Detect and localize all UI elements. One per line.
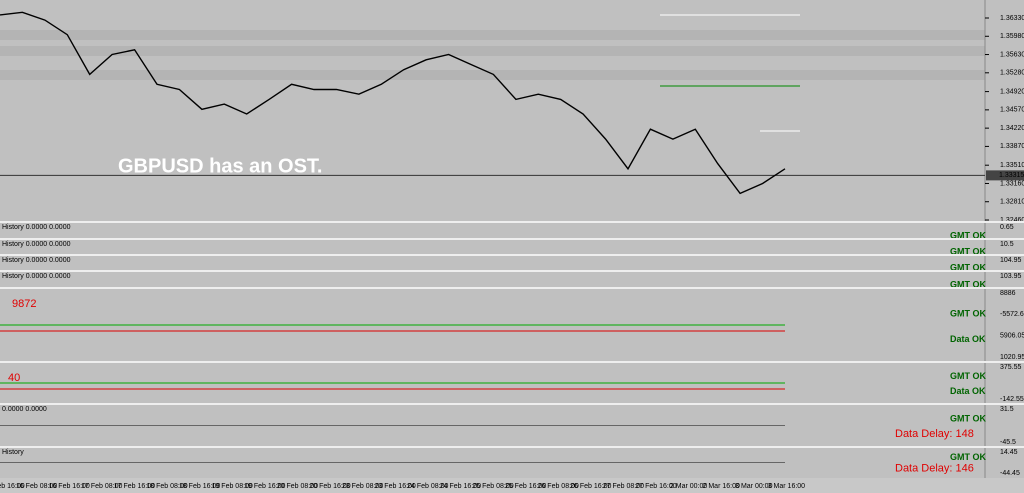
current-price-box (986, 170, 1024, 181)
panel-header: History 0.0000 0.0000 (2, 241, 71, 248)
price-label: 1.32460 (1000, 217, 1024, 224)
time-label: 18 Feb 08:00 (146, 483, 187, 490)
panel-scale: -5572.6 (1000, 311, 1024, 318)
zone-band (0, 46, 985, 56)
time-label: 19 Feb 16:00 (244, 483, 285, 490)
time-label: 17 Feb 16:00 (114, 483, 155, 490)
time-label: 23 Feb 16:00 (375, 483, 416, 490)
panel-scale: 14.45 (1000, 449, 1018, 456)
price-label: 1.33510 (1000, 162, 1024, 169)
status: Data OK (950, 334, 986, 344)
panel-scale: 0.65 (1000, 224, 1014, 231)
price-label: 1.36330 (1000, 15, 1024, 22)
price-label: 1.32810 (1000, 199, 1024, 206)
time-label: 20 Feb 16:00 (309, 483, 350, 490)
zone-band (0, 30, 985, 40)
panel-scale: 8886 (1000, 290, 1016, 297)
panel-scale: -44.45 (1000, 470, 1020, 477)
panel-scale: 104.95 (1000, 257, 1022, 264)
annotation: GBPUSD has an OST. (118, 155, 323, 177)
zone-band (0, 70, 985, 80)
time-label: 17 Feb 08:00 (81, 483, 122, 490)
time-label: 20 Feb 08:00 (277, 483, 318, 490)
time-label: 26 Feb 16:00 (570, 483, 611, 490)
status: GMT OK (950, 262, 986, 272)
price-label: 1.35280 (1000, 70, 1024, 77)
status: GMT OK (950, 279, 986, 289)
panel-scale: 375.55 (1000, 364, 1022, 371)
time-label: 25 Feb 08:00 (472, 483, 513, 490)
current-price-label: 1.33315 (999, 172, 1024, 179)
data-delay: Data Delay: 146 (895, 463, 974, 475)
panel-header: History (2, 449, 24, 456)
time-label: 3 Mar 16:00 (768, 483, 805, 490)
time-label: 24 Feb 16:00 (440, 483, 481, 490)
price-label: 1.33870 (1000, 143, 1024, 150)
status: GMT OK (950, 246, 986, 256)
time-label: 19 Feb 08:00 (212, 483, 253, 490)
time-label: 18 Feb 16:00 (179, 483, 220, 490)
panel-header: History 0.0000 0.0000 (2, 257, 71, 264)
data-delay: Data Delay: 148 (895, 428, 974, 440)
panel-scale: 1020.95 (1000, 354, 1024, 361)
status: GMT OK (950, 230, 986, 240)
time-axis (0, 478, 1024, 493)
price-label: 1.35630 (1000, 51, 1024, 58)
time-label: 26 Feb 08:00 (538, 483, 579, 490)
price-label: 1.33160 (1000, 180, 1024, 187)
panel-value: 40 (8, 372, 20, 384)
time-label: 23 Feb 08:00 (342, 483, 383, 490)
price-label: 1.34920 (1000, 88, 1024, 95)
panel-value: 9872 (12, 298, 36, 310)
price-label: 1.34570 (1000, 107, 1024, 114)
panel-scale: 103.95 (1000, 273, 1022, 280)
time-label: 3 Mar 00:00 (735, 483, 772, 490)
time-label: 2 Mar 16:00 (703, 483, 740, 490)
panel-scale: 5906.05 (1000, 333, 1024, 340)
panel-header: 0.0000 0.0000 (2, 406, 47, 413)
panel-scale: -45.5 (1000, 439, 1016, 446)
panel-scale: -142.55 (1000, 396, 1024, 403)
time-label: 2 Mar 00:00 (670, 483, 707, 490)
status: GMT OK (950, 452, 986, 462)
price-label: 1.34220 (1000, 125, 1024, 132)
time-label: 16 Feb 08:00 (16, 483, 57, 490)
time-label: 27 Feb 08:00 (603, 483, 644, 490)
status: GMT OK (950, 413, 986, 423)
panel-scale: 31.5 (1000, 406, 1014, 413)
time-label: 27 Feb 16:00 (635, 483, 676, 490)
price-label: 1.35980 (1000, 33, 1024, 40)
time-label: 25 Feb 16:00 (505, 483, 546, 490)
price-line (0, 11, 786, 195)
status: Data OK (950, 386, 986, 396)
time-label: 24 Feb 08:00 (407, 483, 448, 490)
time-label: 12 Feb 16:00 (0, 483, 25, 490)
status: GMT OK (950, 308, 986, 318)
status: GMT OK (950, 371, 986, 381)
panel-header: History 0.0000 0.0000 (2, 224, 71, 231)
panel-header: History 0.0000 0.0000 (2, 273, 71, 280)
time-label: 16 Feb 16:00 (49, 483, 90, 490)
panel-scale: 10.5 (1000, 241, 1014, 248)
